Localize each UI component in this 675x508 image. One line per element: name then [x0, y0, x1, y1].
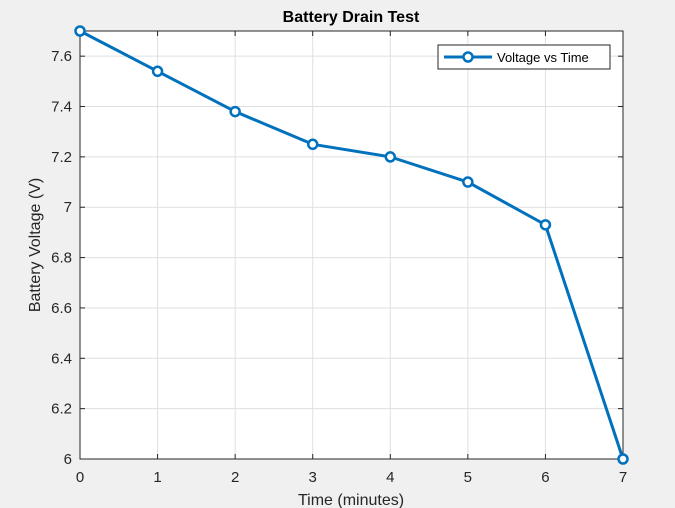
y-tick-label: 7.2 — [51, 149, 72, 166]
y-tick-label: 6.4 — [51, 350, 72, 367]
data-point — [229, 105, 241, 118]
data-point — [539, 219, 552, 231]
y-axis-label: Battery Voltage (V) — [27, 178, 44, 312]
y-tick-label: 6.2 — [51, 401, 72, 418]
x-tick-label: 3 — [309, 469, 317, 486]
data-point — [462, 176, 474, 188]
grid-lines — [79, 31, 624, 460]
x-axis-label: Time (minutes) — [298, 492, 404, 508]
y-tick-label: 6.8 — [51, 250, 72, 267]
plot-area — [80, 31, 623, 459]
y-tick-label: 7 — [64, 199, 72, 216]
y-tick-label: 7.4 — [51, 99, 72, 116]
x-tick-label: 2 — [231, 469, 239, 486]
y-tick-label: 6 — [64, 451, 72, 468]
x-tick-label: 4 — [386, 469, 394, 486]
x-tick-label: 5 — [464, 469, 472, 486]
legend: Voltage vs Time — [437, 44, 611, 70]
legend-entry-label: Voltage vs Time — [497, 50, 589, 65]
x-tick-label: 7 — [619, 469, 627, 486]
x-tick-label: 0 — [76, 469, 84, 486]
data-point — [151, 65, 164, 78]
series-line — [79, 29, 625, 460]
y-axis-ticks: 6 6.2 6.4 6.6 6.8 7 7.2 7.4 7.6 — [51, 48, 623, 468]
series-layer — [74, 25, 629, 465]
legend-marker-sample — [462, 51, 474, 63]
y-tick-label: 7.6 — [51, 48, 72, 65]
data-point — [384, 151, 397, 163]
x-tick-label: 1 — [153, 469, 161, 486]
data-point — [74, 25, 86, 37]
x-tick-label: 6 — [541, 469, 549, 486]
y-tick-label: 6.6 — [51, 300, 72, 317]
x-axis-ticks: 0 1 2 3 4 5 6 7 — [76, 31, 627, 486]
data-point — [306, 138, 319, 151]
plot-border — [79, 30, 624, 460]
chart-title: Battery Drain Test — [283, 9, 420, 26]
data-point — [617, 453, 629, 465]
